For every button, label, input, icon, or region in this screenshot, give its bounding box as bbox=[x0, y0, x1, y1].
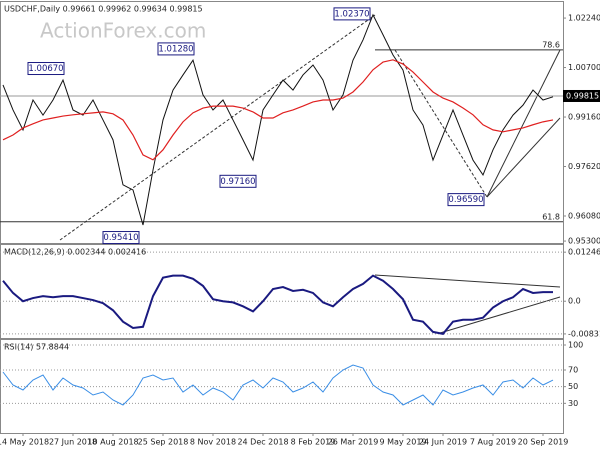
fib-label: 78.6 bbox=[542, 40, 560, 49]
x-tick-label: 7 Aug 2019 bbox=[470, 438, 516, 447]
y-tick-label: 0.96080 bbox=[568, 212, 600, 221]
y-tick-label: 0.012467 bbox=[568, 248, 600, 257]
y-tick-label: 0.97620 bbox=[568, 162, 600, 171]
x-tick-label: 25 Sep 2018 bbox=[138, 438, 189, 447]
x-tick-label: 9 May 2019 bbox=[379, 438, 426, 447]
x-tick-label: 27 Jun 2018 bbox=[49, 438, 97, 447]
annotation-box bbox=[219, 174, 257, 188]
series-line bbox=[2, 59, 554, 161]
annotation-box bbox=[27, 62, 65, 76]
annotation-label: 1.00670 bbox=[28, 64, 63, 74]
y-tick-label: 70 bbox=[568, 366, 578, 375]
annotation-label: 1.01280 bbox=[158, 44, 193, 54]
annotation-box bbox=[102, 231, 140, 245]
annotation-box bbox=[157, 42, 195, 56]
y-tick-label: 1.02240 bbox=[568, 14, 600, 23]
annotation-box bbox=[447, 193, 485, 207]
channel-line bbox=[486, 117, 561, 198]
last-price-label: 0.99815 bbox=[566, 91, 599, 100]
macd-trendline bbox=[439, 296, 561, 334]
annotation-label: 1.02370 bbox=[334, 9, 369, 19]
x-tick-label: 20 Sep 2019 bbox=[518, 438, 569, 447]
series-line bbox=[2, 364, 554, 406]
y-tick-label: 0.99160 bbox=[568, 113, 600, 122]
channel-line bbox=[486, 49, 561, 198]
last-price-box bbox=[563, 89, 600, 102]
x-tick-label: 10 Aug 2018 bbox=[87, 438, 138, 447]
trendline bbox=[59, 14, 376, 241]
x-tick-label: 8 Feb 2019 bbox=[291, 438, 336, 447]
series-line bbox=[2, 13, 554, 226]
y-tick-label: 30 bbox=[568, 399, 578, 408]
x-tick-label: 24 Jun 2019 bbox=[419, 438, 467, 447]
panel-title: RSI(14) 57.8844 bbox=[4, 343, 69, 352]
x-tick-label: 14 May 2018 bbox=[0, 438, 49, 447]
annotation-label: 0.95410 bbox=[103, 233, 138, 243]
x-tick-label: 24 Dec 2018 bbox=[237, 438, 288, 447]
watermark: ActionForex.com bbox=[40, 19, 206, 43]
series-line bbox=[2, 274, 553, 335]
panel-title: USDCHF,Daily 0.99661 0.99962 0.99634 0.9… bbox=[4, 5, 203, 14]
fib-label: 61.8 bbox=[542, 212, 560, 221]
annotation-box bbox=[333, 7, 371, 21]
y-tick-label: 50 bbox=[568, 382, 578, 391]
annotation-label: 0.97160 bbox=[220, 177, 255, 187]
x-tick-label: 8 Nov 2018 bbox=[190, 438, 236, 447]
y-tick-label: 100 bbox=[568, 341, 583, 350]
y-tick-label: -0.008313 bbox=[568, 329, 600, 338]
macd-trendline bbox=[374, 274, 561, 288]
y-tick-label: 1.00700 bbox=[568, 63, 600, 72]
x-tick-label: 26 Mar 2019 bbox=[328, 438, 379, 447]
price-panel bbox=[0, 1, 564, 244]
y-tick-label: 0.0 bbox=[568, 297, 581, 306]
trendline bbox=[394, 49, 488, 198]
macd-panel bbox=[0, 244, 564, 339]
annotation-label: 0.96590 bbox=[448, 195, 483, 205]
y-tick-label: 0.95300 bbox=[568, 237, 600, 246]
